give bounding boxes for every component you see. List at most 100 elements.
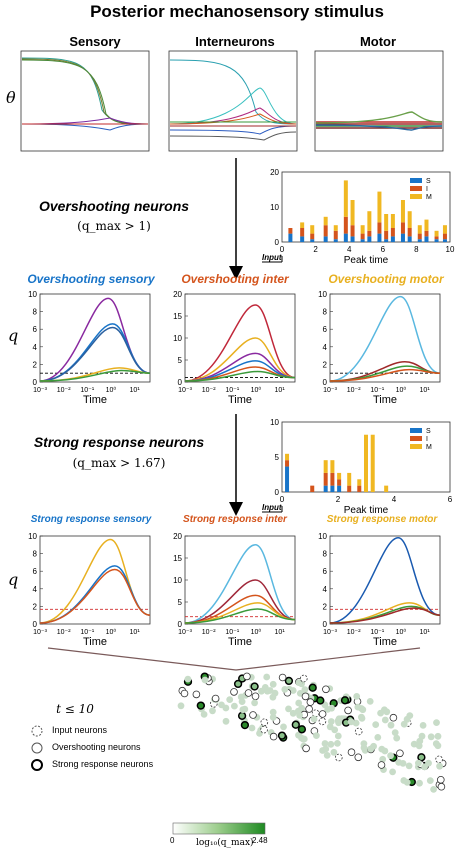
hist-bar-I — [288, 228, 293, 234]
hist-x-tick: 6 — [381, 245, 386, 254]
neuron-node — [316, 696, 325, 705]
y-tick-label: 2 — [33, 602, 38, 611]
theta-plot-motor — [314, 50, 444, 152]
y-tick-label: 15 — [173, 554, 182, 563]
neuron-node — [393, 734, 401, 742]
neuron-node — [250, 682, 259, 691]
q-curve — [184, 337, 296, 382]
x-tick-label: 10⁻³ — [33, 387, 47, 394]
strong-title-inter: Strong response inter — [183, 514, 287, 525]
neuron-node — [277, 731, 287, 740]
hist-x-tick: 0 — [280, 495, 285, 504]
overshoot-plot-motor: 0 2 4 6 8 10 10⁻³ 10⁻² 10⁻¹ 10⁰ 10¹ Time — [318, 290, 441, 404]
hist-bar-M — [364, 434, 368, 492]
q-curve — [184, 608, 296, 624]
neuron-node — [403, 715, 411, 723]
neuron-node — [301, 692, 310, 701]
hist-legend-label: S — [426, 428, 431, 435]
neuron-node — [248, 724, 256, 732]
hist-bar-M — [285, 453, 290, 461]
neuron-node — [261, 684, 269, 691]
neuron-node — [209, 707, 216, 715]
neuron-node — [211, 694, 220, 703]
overshoot-title-motor: Overshooting motor — [328, 272, 444, 286]
hist-x-label: Peak time — [344, 505, 389, 516]
neuron-node — [251, 692, 260, 701]
neuron-node — [184, 675, 192, 683]
hist-x-tick: 2 — [336, 495, 341, 504]
group-title-sensory: Sensory — [69, 34, 121, 49]
y-tick-label: 8 — [33, 550, 38, 559]
neuron-node — [230, 688, 238, 696]
neuron-node — [334, 732, 342, 740]
neuron-node — [269, 713, 277, 721]
strong-section-title: Strong response neurons — [33, 434, 205, 450]
hist-bar-S — [330, 485, 335, 492]
hist-bar-M — [407, 211, 412, 228]
neuron-node — [260, 725, 268, 734]
overshoot-plot-sensory: 0 2 4 6 8 10 10⁻³ 10⁻² 10⁻¹ 10⁰ 10¹ Time — [28, 290, 151, 404]
neuron-node — [395, 759, 403, 766]
neuron-node — [378, 745, 386, 753]
x-tick-label: 10⁻² — [202, 629, 216, 636]
neuron-node — [192, 690, 201, 699]
strong-title-motor: Strong response motor — [326, 514, 438, 525]
strong-title-sensory: Strong response sensory — [30, 514, 152, 525]
neuron-node — [358, 715, 366, 722]
x-tick-label: 10⁻³ — [178, 387, 192, 394]
neuron-node — [200, 711, 208, 718]
flow-arrow-1 — [229, 158, 243, 280]
y-tick-label: 4 — [323, 585, 328, 594]
neuron-node — [430, 786, 437, 793]
neuron-node — [244, 689, 253, 697]
neuron-node — [432, 740, 440, 748]
hist-legend-label: I — [426, 436, 428, 443]
y-tick-label: 20 — [173, 532, 182, 541]
neuron-node — [377, 761, 386, 769]
neuron-node — [301, 686, 309, 693]
q-curve — [184, 579, 296, 624]
neuron-node — [381, 716, 389, 724]
network-time-condition: t ≤ 10 — [56, 702, 94, 716]
x-tick-label: 10¹ — [420, 387, 431, 394]
hist-bar-I — [300, 228, 305, 237]
hist-bar-I — [434, 236, 439, 240]
hist-bar-S — [367, 236, 372, 242]
x-tick-label: 10⁻² — [347, 387, 361, 394]
neuron-node — [416, 779, 423, 787]
neuron-node — [400, 777, 408, 784]
overshoot-neuron-marker — [31, 742, 43, 754]
x-tick-label: 10⁰ — [251, 386, 262, 394]
neuron-node — [354, 727, 363, 736]
hist-bar-I — [357, 485, 362, 492]
hist-bar-S — [407, 236, 412, 242]
strong-q-label: q — [8, 570, 19, 589]
q-curve — [329, 368, 441, 382]
x-tick-label: 10¹ — [275, 629, 286, 636]
hist-bar-M — [434, 230, 439, 237]
y-tick-label: 0 — [178, 378, 183, 387]
x-tick-label: 10⁻² — [202, 387, 216, 394]
hist-bar-I — [323, 225, 328, 237]
neuron-node — [295, 699, 303, 707]
y-tick-label: 0 — [33, 620, 38, 629]
neuron-node — [222, 717, 230, 725]
neuron-node — [260, 718, 269, 727]
neuron-node — [302, 744, 310, 753]
hist-frame — [281, 171, 451, 243]
hist-legend-swatch — [410, 194, 422, 199]
hist-input-label: Input — [262, 253, 282, 262]
neuron-node — [284, 676, 294, 686]
x-tick-label: 10⁰ — [106, 628, 117, 636]
neuron-node — [327, 740, 335, 748]
hist-bar-S — [285, 466, 290, 492]
neuron-node — [240, 720, 250, 730]
network-legend-markers — [31, 725, 43, 771]
neuron-node — [334, 740, 341, 747]
neuron-node — [354, 753, 363, 762]
hist-y-tick: 10 — [270, 203, 279, 212]
hist-bar-M — [424, 219, 429, 231]
plot-frame — [184, 535, 296, 625]
x-tick-label: 10⁻¹ — [80, 387, 94, 394]
y-tick-label: 20 — [173, 290, 182, 299]
